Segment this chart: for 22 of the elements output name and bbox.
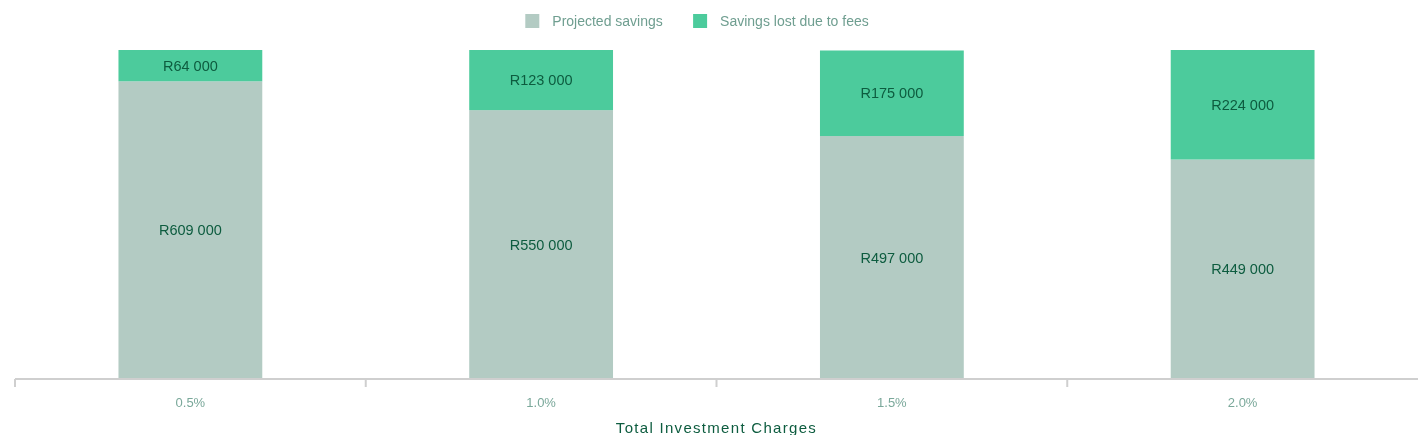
bar bbox=[819, 50, 964, 137]
data-label: R449 000 bbox=[1211, 261, 1275, 278]
x-tick-label: 0.5% bbox=[175, 395, 206, 410]
data-label: R175 000 bbox=[860, 85, 924, 102]
legend-label: Projected savings bbox=[552, 12, 663, 29]
data-label: R64 000 bbox=[162, 57, 218, 74]
x-tick-label: 1.0% bbox=[526, 395, 557, 410]
bar bbox=[1170, 159, 1315, 379]
bar bbox=[469, 50, 614, 111]
x-tick-label: 1.5% bbox=[877, 395, 908, 410]
x-tick-label: 2.0% bbox=[1227, 395, 1258, 410]
bar bbox=[819, 136, 964, 379]
data-label: R550 000 bbox=[509, 236, 573, 253]
data-label: R123 000 bbox=[509, 72, 573, 89]
bar bbox=[118, 81, 263, 379]
data-label: R224 000 bbox=[1211, 96, 1275, 113]
bar bbox=[469, 110, 614, 379]
bar bbox=[118, 50, 263, 82]
legend-label: Savings lost due to fees bbox=[720, 12, 869, 29]
bar bbox=[1170, 50, 1315, 160]
data-label: R609 000 bbox=[158, 222, 222, 239]
data-label: R497 000 bbox=[860, 249, 924, 266]
